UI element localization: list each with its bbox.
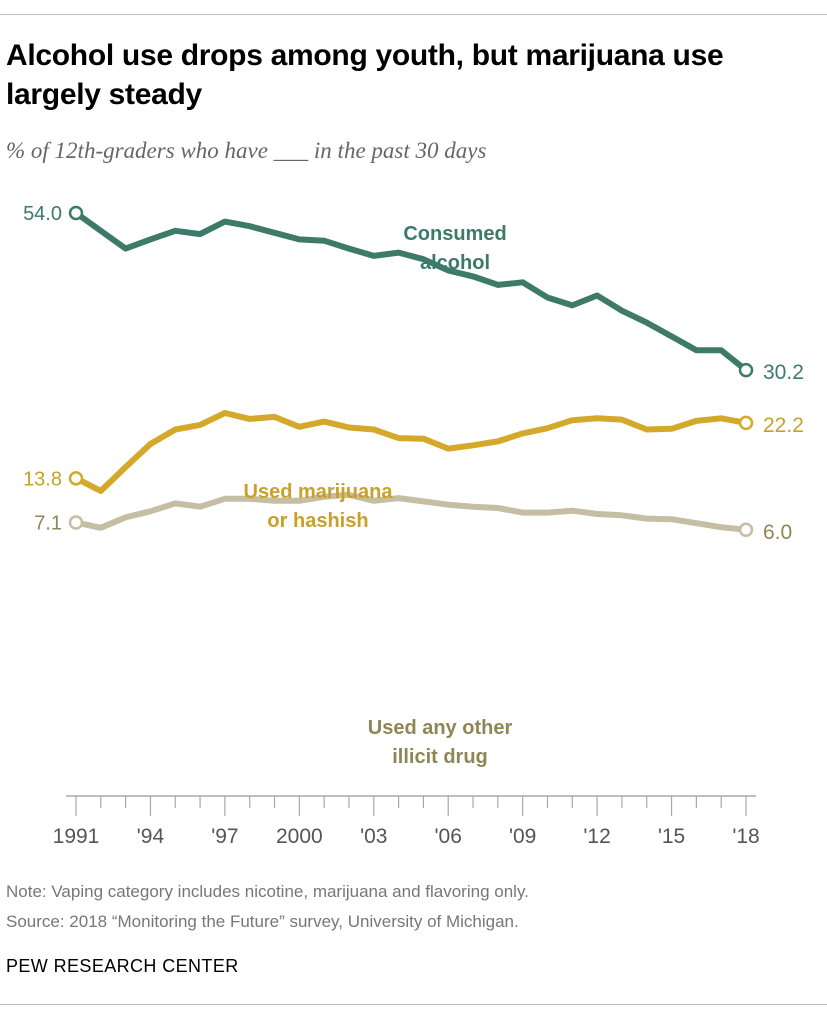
data-point-marker (68, 471, 84, 486)
end-value-label: 6.0 (763, 521, 792, 544)
x-tick-label: '97 (211, 825, 238, 848)
x-axis: 1991 '94 '97 2000 '03 '06 '09 '12 '15 '18 (53, 795, 760, 848)
x-tick-label: '15 (658, 825, 685, 848)
series-annotation-line: Consumed (403, 223, 506, 245)
x-tick-label: '18 (732, 825, 759, 848)
start-value-label: 54.0 (23, 203, 62, 225)
series-line (73, 410, 749, 494)
organization-name: PEW RESEARCH CENTER (6, 956, 239, 976)
x-tick-label: '12 (583, 825, 610, 848)
start-value-label: 7.1 (34, 513, 62, 535)
x-tick-label: '09 (509, 825, 536, 848)
series-lines (68, 205, 754, 538)
series-annotation-line: or hashish (267, 510, 368, 532)
end-value-label: 30.2 (763, 361, 804, 384)
data-point-marker (68, 205, 84, 221)
series-line (73, 210, 749, 374)
x-tick-label: 1991 (53, 825, 100, 848)
chart-title: Alcohol use drops among youth, but marij… (6, 39, 724, 111)
series-line (73, 491, 749, 533)
x-tick-label: '94 (137, 825, 165, 848)
data-point-marker (68, 515, 84, 530)
bottom-rule (0, 1004, 827, 1005)
start-value-label: 13.8 (23, 468, 62, 490)
series-annotation-line: illicit drug (392, 746, 488, 768)
series-annotation-line: alcohol (420, 252, 490, 274)
chart-subtitle: % of 12th-graders who have ___ in the pa… (6, 138, 487, 163)
data-point-marker (738, 415, 754, 431)
top-rule (0, 14, 827, 15)
end-value-label: 22.2 (763, 414, 804, 437)
data-labels: 54.0 30.2 13.8 22.2 7.1 6.0 (23, 203, 804, 544)
series-annotation-line: Used any other (368, 717, 513, 739)
data-point-marker (738, 362, 754, 378)
data-point-marker (738, 522, 754, 538)
series-annotation: Used any other illicit drug (368, 717, 513, 768)
x-tick-label: '06 (435, 825, 462, 848)
series-annotation: Consumed alcohol (403, 223, 506, 274)
x-tick-label: '03 (360, 825, 387, 848)
x-tick-label: 2000 (276, 825, 323, 848)
series-annotation-line: Used marijuana (244, 481, 394, 503)
chart-source: Source: 2018 “Monitoring the Future” sur… (6, 912, 519, 931)
chart-note: Note: Vaping category includes nicotine,… (6, 882, 529, 901)
series-annotation: Used marijuana or hashish (244, 481, 394, 532)
line-chart: 1991 '94 '97 2000 '03 '06 '09 '12 '15 '18 54.0 30.… (23, 203, 804, 848)
